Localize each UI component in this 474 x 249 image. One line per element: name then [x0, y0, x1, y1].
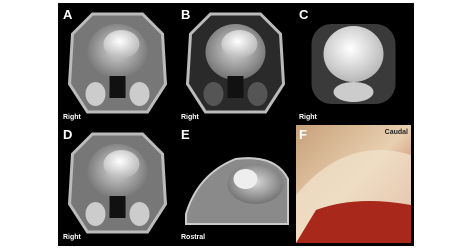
blood [296, 201, 411, 243]
tumor [103, 30, 140, 58]
panel: B Right [178, 5, 293, 123]
jaw-left [85, 82, 106, 106]
tumor [221, 30, 258, 58]
panel: C Right [296, 5, 411, 123]
panel-caption: Right [63, 114, 82, 121]
tumor [323, 26, 384, 82]
jaw-left [85, 202, 106, 226]
panel-caption: Right [299, 114, 318, 121]
sinus [109, 196, 126, 218]
panel-letter: C [299, 7, 309, 22]
panel-letter: F [299, 127, 307, 142]
jaw-left [203, 82, 224, 106]
panel: F Caudal [296, 125, 411, 243]
sinus [109, 76, 126, 98]
structure [333, 82, 374, 102]
panel-letter: D [63, 127, 72, 142]
panel: D Right [60, 125, 175, 243]
jaw-right [129, 202, 150, 226]
jaw-right [129, 82, 150, 106]
panel: A Right [60, 5, 175, 123]
sinus [227, 76, 244, 98]
panel-letter: A [63, 7, 73, 22]
panel-letter: E [181, 127, 190, 142]
panel-caption: Rostral [181, 234, 205, 241]
tumor [103, 150, 140, 178]
tumor [233, 169, 258, 189]
jaw-right [247, 82, 268, 106]
panel-caption: Caudal [385, 129, 408, 136]
panel: E Rostral [178, 125, 293, 243]
panel-caption: Right [181, 114, 200, 121]
panel-letter: B [181, 7, 190, 22]
panel-caption: Right [63, 234, 82, 241]
